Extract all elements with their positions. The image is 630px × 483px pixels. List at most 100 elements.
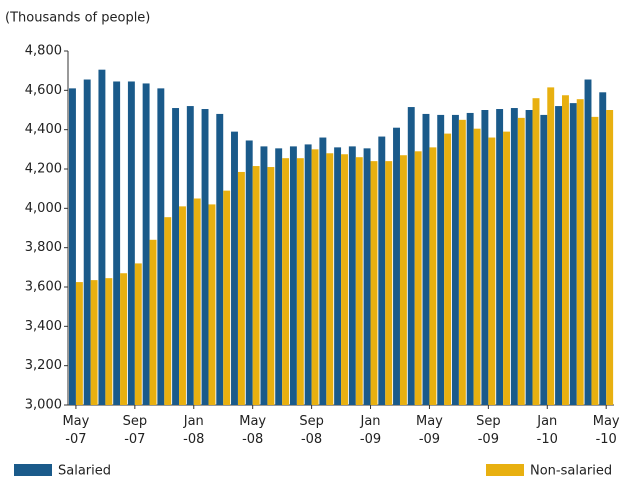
bar (496, 109, 504, 406)
legend-label: Salaried (58, 464, 111, 479)
y-tick-label: 4,600 (25, 83, 62, 98)
bar (231, 131, 238, 405)
bar (289, 146, 297, 405)
bar (134, 263, 142, 405)
x-tick-label: May -07 (62, 414, 89, 447)
bar (260, 146, 268, 405)
legend-swatch (486, 464, 524, 476)
bar (429, 147, 437, 405)
bar (466, 112, 474, 405)
y-tick-label: 3,600 (25, 280, 62, 295)
y-tick-label: 4,000 (25, 201, 62, 216)
bar (503, 131, 511, 405)
bar (326, 153, 334, 405)
bar (237, 171, 245, 405)
x-tick-label: Jan -09 (359, 414, 381, 447)
x-tick-label: Sep -07 (123, 414, 148, 447)
bar (591, 116, 599, 405)
bar (157, 88, 165, 405)
bar (164, 217, 172, 405)
bar (216, 113, 224, 405)
bar (142, 83, 150, 405)
bar (510, 108, 518, 406)
y-tick-label: 3,800 (25, 240, 62, 255)
bar (355, 157, 363, 405)
bar (437, 114, 445, 406)
chart-title: (Thousands of people) (5, 11, 150, 26)
bar (193, 198, 201, 405)
bar (334, 147, 342, 405)
legend-label: Non-salaried (530, 464, 612, 479)
y-tick-label: 3,400 (25, 319, 62, 334)
y-tick-label: 3,200 (25, 358, 62, 373)
x-tick-label: Sep -08 (299, 414, 324, 447)
x-tick-label: May -09 (416, 414, 443, 447)
y-tick-label: 4,200 (25, 162, 62, 177)
bar (90, 280, 98, 405)
bar (113, 81, 121, 405)
bar (319, 137, 327, 406)
bar (127, 81, 135, 405)
bar (186, 106, 194, 406)
bar (576, 99, 584, 405)
x-tick-label: May -10 (593, 414, 620, 447)
x-tick-label: Jan -08 (183, 414, 205, 447)
bar (473, 128, 481, 405)
bar (149, 239, 157, 405)
bar (311, 149, 319, 405)
bar (385, 161, 393, 405)
bar (304, 144, 312, 405)
bar (83, 79, 91, 406)
bar (75, 282, 83, 405)
x-tick-label: Jan -10 (536, 414, 558, 447)
bar (540, 114, 548, 406)
bar (422, 113, 430, 405)
bar (252, 166, 260, 405)
bar (444, 133, 452, 405)
bar (370, 161, 378, 405)
y-tick-label: 4,400 (25, 122, 62, 137)
bar (69, 88, 76, 405)
bar (348, 146, 356, 405)
legend-swatch (14, 464, 52, 476)
bar (517, 117, 525, 405)
bar (414, 151, 422, 405)
x-tick-label: Sep -09 (476, 414, 501, 447)
x-tick-label: May -08 (239, 414, 266, 447)
bar (562, 95, 569, 405)
bar (179, 206, 186, 405)
bar (606, 110, 614, 405)
bar (296, 158, 304, 405)
bar (451, 114, 459, 406)
bar (488, 137, 496, 406)
bar (599, 92, 607, 406)
bar (393, 127, 400, 405)
bar (532, 98, 540, 405)
bar (201, 109, 209, 406)
bar (282, 158, 290, 405)
bar (120, 273, 128, 405)
y-tick-label: 3,000 (25, 398, 62, 413)
bar (555, 106, 563, 406)
bar (378, 136, 386, 406)
bar (363, 148, 371, 405)
bar (458, 119, 466, 405)
bar (481, 110, 489, 405)
bar (208, 204, 216, 405)
bar (547, 87, 555, 405)
bar (399, 155, 407, 405)
bar (584, 79, 592, 406)
y-tick-label: 4,800 (25, 44, 62, 59)
bar (98, 69, 106, 405)
bar (105, 278, 113, 405)
bar (525, 110, 533, 405)
bar (223, 190, 231, 405)
bar (275, 148, 283, 405)
bar (569, 103, 577, 405)
bar (341, 154, 348, 405)
bar (245, 140, 253, 405)
bar (267, 167, 275, 405)
bar (407, 107, 415, 406)
bar (172, 108, 180, 406)
